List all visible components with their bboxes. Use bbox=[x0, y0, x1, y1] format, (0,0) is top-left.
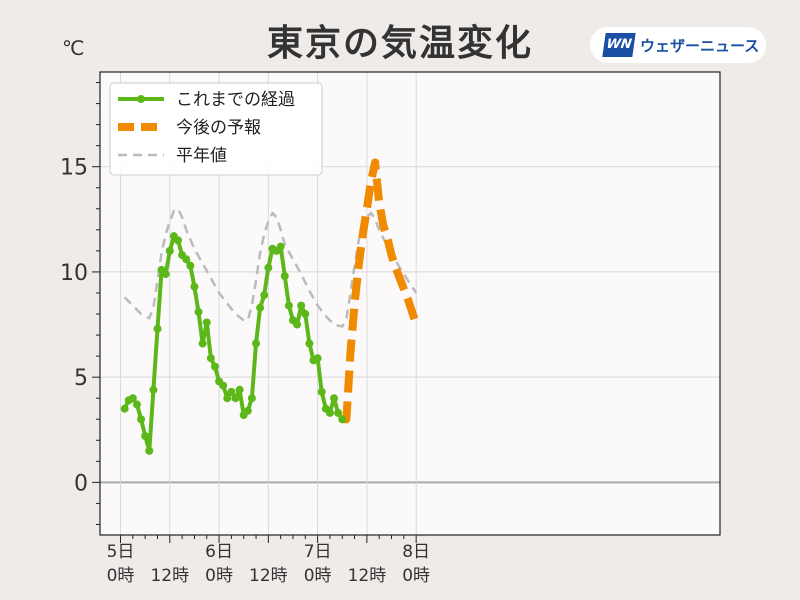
legend-marker bbox=[137, 95, 145, 103]
observed-point bbox=[165, 246, 174, 255]
observed-point bbox=[128, 394, 137, 403]
y-tick-label: 5 bbox=[74, 366, 88, 391]
observed-point bbox=[186, 261, 195, 270]
observed-point bbox=[161, 270, 170, 279]
series-line-dashed-thick bbox=[342, 158, 421, 424]
x-tick-label-hour: 0時 bbox=[107, 566, 135, 586]
observed-point bbox=[325, 408, 334, 417]
y-tick-label: 0 bbox=[74, 471, 88, 496]
x-tick-label-day: 5日 bbox=[107, 542, 135, 562]
observed-point bbox=[231, 394, 240, 403]
observed-point bbox=[243, 406, 252, 415]
observed-point bbox=[190, 282, 199, 291]
observed-point bbox=[137, 415, 146, 424]
x-tick-label-day: 8日 bbox=[402, 542, 430, 562]
observed-point bbox=[297, 301, 306, 310]
observed-point bbox=[141, 432, 150, 441]
observed-point bbox=[210, 362, 219, 371]
observed-point bbox=[202, 318, 211, 327]
observed-point bbox=[276, 242, 285, 251]
observed-point bbox=[260, 291, 269, 300]
x-tick-label-day: 6日 bbox=[205, 542, 233, 562]
legend-label: 今後の予報 bbox=[176, 118, 261, 138]
y-axis-unit-label: ℃ bbox=[62, 36, 85, 60]
plot-frame bbox=[99, 71, 721, 536]
legend-box bbox=[109, 82, 323, 176]
observed-point bbox=[305, 339, 314, 348]
observed-point bbox=[145, 446, 154, 455]
observed-point bbox=[247, 394, 256, 403]
observed-point bbox=[194, 307, 203, 316]
y-tick-label: 10 bbox=[60, 261, 88, 286]
x-tick-label-day: 7日 bbox=[304, 542, 332, 562]
observed-point bbox=[280, 272, 289, 281]
observed-point bbox=[338, 415, 347, 424]
observed-point bbox=[227, 387, 236, 396]
observed-point bbox=[235, 385, 244, 394]
observed-point bbox=[301, 310, 310, 319]
x-tick-label-hour: 12時 bbox=[348, 566, 387, 586]
observed-point bbox=[317, 387, 326, 396]
observed-point bbox=[334, 408, 343, 417]
x-tick-label-hour: 0時 bbox=[205, 566, 233, 586]
observed-point bbox=[174, 236, 183, 245]
observed-point bbox=[219, 381, 228, 390]
observed-point bbox=[252, 339, 261, 348]
observed-point bbox=[198, 339, 207, 348]
legend-label: これまでの経過 bbox=[176, 90, 295, 110]
chart-title: 東京の気温変化 bbox=[266, 23, 533, 64]
observed-point bbox=[293, 320, 302, 329]
legend-label: 平年値 bbox=[176, 146, 227, 166]
x-tick-label-hour: 12時 bbox=[150, 566, 189, 586]
observed-point bbox=[330, 394, 339, 403]
observed-point bbox=[256, 303, 265, 312]
observed-point bbox=[182, 255, 191, 264]
weathernews-logo: WN ウェザーニュース bbox=[590, 27, 766, 63]
observed-point bbox=[206, 354, 215, 363]
x-tick-label-hour: 0時 bbox=[304, 566, 332, 586]
observed-point bbox=[132, 400, 141, 409]
observed-point bbox=[120, 404, 129, 413]
x-tick-label-hour: 0時 bbox=[402, 566, 430, 586]
x-tick-label-hour: 12時 bbox=[249, 566, 288, 586]
series-line-dashed-thin bbox=[123, 207, 418, 328]
observed-point bbox=[284, 301, 293, 310]
observed-point bbox=[153, 324, 162, 333]
observed-point bbox=[149, 385, 158, 394]
y-tick-label: 15 bbox=[60, 156, 88, 181]
observed-point bbox=[223, 394, 232, 403]
weathernews-logo-text: ウェザーニュース bbox=[640, 37, 760, 55]
observed-point bbox=[313, 354, 322, 363]
observed-point bbox=[264, 263, 273, 272]
